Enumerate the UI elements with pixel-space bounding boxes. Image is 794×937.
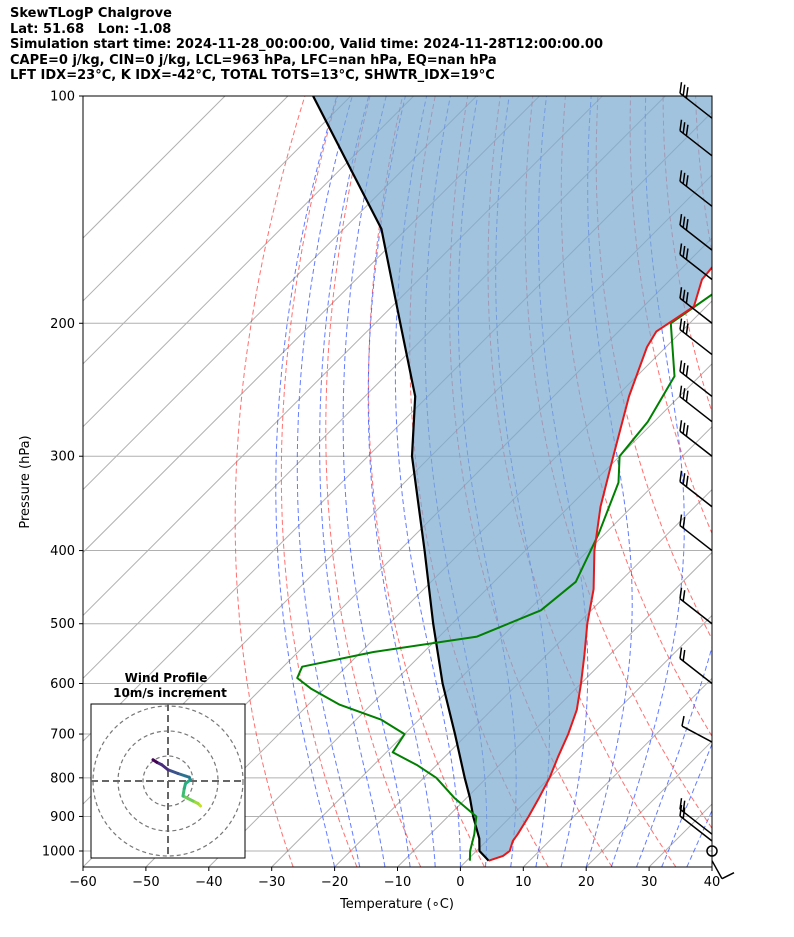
x-tick-label: 40 [704, 875, 721, 890]
plot-area [83, 96, 794, 867]
moist-adiabat [686, 809, 712, 867]
x-tick-label: 10 [515, 875, 532, 890]
wind-barb [679, 385, 713, 423]
hodograph-segment [166, 768, 180, 775]
isotherm-line [271, 425, 712, 867]
dry-adiabat [325, 96, 422, 867]
cape-shading [313, 96, 712, 861]
dry-adiabat [234, 96, 306, 867]
x-tick-label: −50 [132, 875, 159, 890]
isotherm-line [83, 96, 289, 302]
y-tick-label: 700 [50, 728, 75, 743]
isotherm-line [460, 614, 712, 867]
wind-barb [679, 82, 713, 119]
y-tick-label: 300 [50, 450, 75, 465]
isotherm-line [83, 96, 226, 239]
moist-adiabat [275, 96, 338, 867]
y-axis-title: Pressure (hPa) [18, 435, 33, 528]
hodograph-subtitle: 10m/s increment [113, 686, 227, 700]
wind-barb [679, 119, 713, 157]
time-line: Simulation start time: 2024-11-28_00:00:… [10, 37, 603, 53]
hodograph-inset: Wind Profile 10m/s increment [90, 671, 246, 859]
parcel-profile-line [312, 96, 490, 862]
isotherm-line [522, 677, 712, 867]
hodograph-title: Wind Profile [125, 671, 208, 685]
wind-barb [679, 170, 713, 207]
wind-barb [679, 243, 713, 281]
wind-barb [679, 647, 713, 685]
y-tick-label: 200 [50, 317, 75, 332]
y-tick-label: 400 [50, 544, 75, 559]
x-tick-label: −60 [69, 875, 96, 890]
isotherm-line [711, 866, 712, 867]
x-tick-label: −40 [195, 875, 222, 890]
moist-adiabat [296, 96, 361, 867]
moist-adiabat [342, 96, 411, 867]
moist-adiabat [367, 96, 436, 867]
wind-barb [679, 804, 713, 842]
wind-barb [679, 514, 713, 552]
location-line: Lat: 51.68 Lon: -1.08 [10, 21, 172, 37]
moist-adiabat [610, 96, 685, 867]
x-axis-title: Temperature (∘C) [339, 897, 454, 912]
x-tick-label: 30 [641, 875, 658, 890]
isotherm-line [83, 96, 352, 365]
wind-barb [679, 318, 713, 356]
temperature-line [488, 265, 712, 862]
wind-barb [681, 715, 713, 743]
chart-title: SkewTLogP Chalgrove [10, 6, 172, 21]
dry-adiabat [662, 96, 712, 414]
moist-adiabat [394, 96, 461, 867]
x-tick-label: −10 [384, 875, 411, 890]
wind-barb [711, 860, 735, 880]
wind-barbs [679, 82, 735, 880]
x-tick-label: −30 [258, 875, 285, 890]
hodograph-content [91, 704, 245, 858]
wind-barb [679, 287, 713, 324]
indices-line-1: CAPE=0 j/kg, CIN=0 j/kg, LCL=963 hPa, LF… [10, 52, 497, 68]
isotherm-line [775, 96, 794, 867]
hodograph-segment [151, 758, 159, 764]
x-tick-label: 20 [578, 875, 595, 890]
dry-adiabat [368, 96, 485, 867]
x-tick-label: −20 [321, 875, 348, 890]
indices-line-2: LFT IDX=23°C, K IDX=-42°C, TOTAL TOTS=13… [10, 68, 495, 84]
y-tick-label: 600 [50, 677, 75, 692]
wind-barb [679, 470, 713, 508]
axes: −60 −50 −40 −30 −20 −10 0 10 20 30 40 1000 900 800 700… [42, 90, 720, 891]
y-tick-label: 800 [50, 771, 75, 786]
isotherm-line [83, 96, 415, 428]
wind-barb [679, 587, 713, 625]
isotherm-line [83, 96, 477, 491]
chart-header: SkewTLogP Chalgrove Lat: 51.68 Lon: -1.0… [10, 6, 603, 84]
moist-adiabat [636, 645, 712, 867]
wind-barb [679, 214, 713, 251]
wind-barb [679, 798, 713, 835]
wind-barb [679, 360, 713, 398]
y-tick-label: 900 [50, 810, 75, 825]
wind-barb [679, 420, 713, 457]
moist-adiabat [319, 96, 386, 867]
y-tick-label: 100 [50, 90, 75, 105]
dry-adiabat [761, 96, 794, 867]
wind-barb [706, 845, 718, 857]
dry-adiabat [280, 96, 358, 867]
y-tick-label: 500 [50, 617, 75, 632]
x-tick-label: 0 [456, 875, 464, 890]
y-tick-label: 1000 [42, 845, 75, 860]
dry-adiabat [728, 96, 794, 867]
